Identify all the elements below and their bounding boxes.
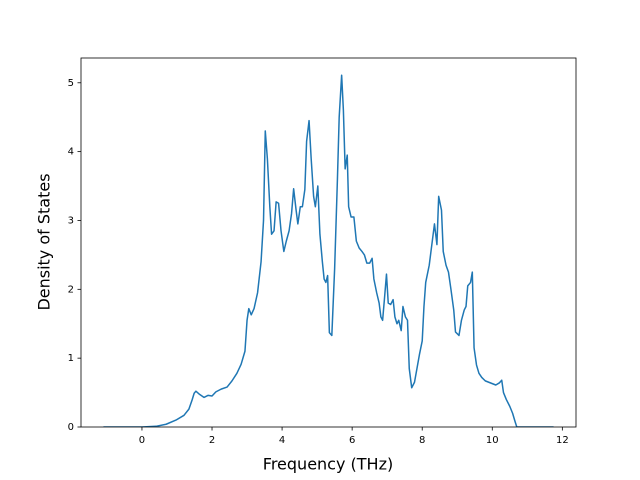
x-tick-label: 2 xyxy=(209,435,215,446)
x-axis-label: Frequency (THz) xyxy=(263,455,393,474)
y-tick-label: 3 xyxy=(68,215,74,226)
plot-frame xyxy=(80,57,577,428)
y-tick-label: 2 xyxy=(68,284,74,295)
y-tick-label: 5 xyxy=(68,78,74,89)
x-tick-label: 4 xyxy=(279,435,285,446)
y-tick-label: 4 xyxy=(68,147,74,158)
x-tick-label: 8 xyxy=(419,435,425,446)
x-tick-label: 0 xyxy=(139,435,145,446)
y-tick-label: 0 xyxy=(68,422,74,433)
x-tick-label: 6 xyxy=(349,435,355,446)
x-tick-label: 12 xyxy=(556,435,569,446)
y-axis-label: Density of States xyxy=(35,173,54,310)
y-tick-label: 1 xyxy=(68,353,74,364)
x-tick-label: 10 xyxy=(486,435,499,446)
line-series xyxy=(103,74,554,427)
